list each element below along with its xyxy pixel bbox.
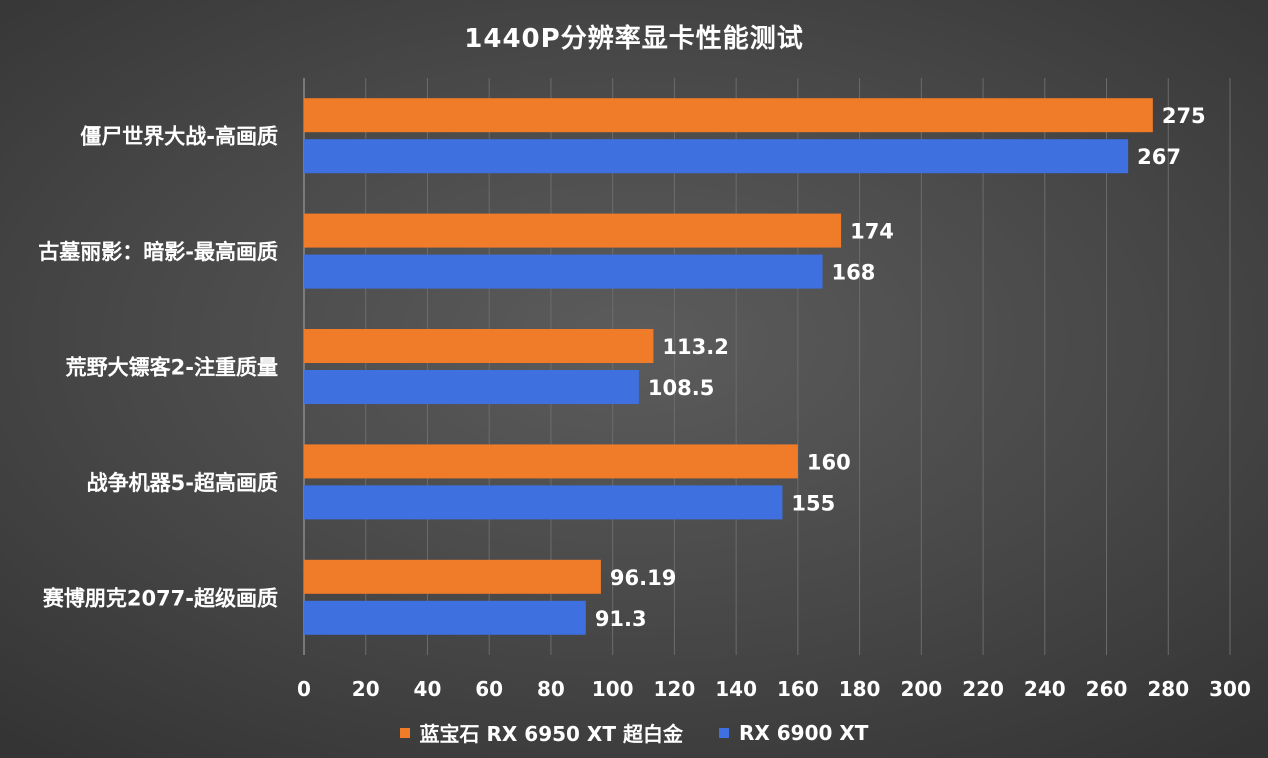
x-tick-label: 160 bbox=[777, 677, 819, 701]
data-label: 267 bbox=[1137, 145, 1181, 169]
category-label: 古墓丽影：暗影-最高画质 bbox=[38, 240, 278, 264]
x-tick-label: 260 bbox=[1086, 677, 1128, 701]
bar-blue bbox=[304, 370, 639, 404]
bar-blue bbox=[304, 254, 823, 289]
legend-label: RX 6900 XT bbox=[738, 720, 869, 745]
bar-orange bbox=[304, 444, 798, 479]
data-label: 168 bbox=[832, 261, 876, 285]
x-tick-label: 180 bbox=[839, 677, 881, 701]
bar-orange bbox=[304, 98, 1153, 133]
legend-item-series-1: 蓝宝石 RX 6950 XT 超白金 bbox=[399, 718, 683, 747]
x-tick-label: 60 bbox=[475, 677, 503, 701]
bar-orange bbox=[304, 329, 654, 363]
data-label: 155 bbox=[791, 491, 835, 515]
data-label: 160 bbox=[807, 450, 851, 474]
data-label: 174 bbox=[850, 220, 894, 244]
bar-blue bbox=[304, 139, 1129, 174]
legend-swatch-orange bbox=[399, 727, 410, 738]
data-label: 108.5 bbox=[648, 376, 714, 400]
data-label: 113.2 bbox=[662, 335, 728, 359]
bar-blue bbox=[304, 600, 586, 635]
legend-swatch-blue bbox=[718, 727, 729, 738]
bar-blue bbox=[304, 485, 783, 520]
x-tick-label: 100 bbox=[592, 677, 634, 701]
legend-item-series-2: RX 6900 XT bbox=[718, 718, 869, 747]
data-label: 96.19 bbox=[610, 566, 676, 590]
x-tick-label: 280 bbox=[1147, 677, 1189, 701]
x-tick-label: 300 bbox=[1209, 677, 1251, 701]
x-tick-label: 80 bbox=[537, 677, 565, 701]
x-tick-label: 0 bbox=[297, 677, 311, 701]
x-tick-label: 200 bbox=[900, 677, 942, 701]
category-label: 僵尸世界大战-高画质 bbox=[80, 125, 278, 149]
data-label: 275 bbox=[1162, 104, 1206, 128]
x-tick-label: 240 bbox=[1024, 677, 1066, 701]
category-label: 战争机器5-超高画质 bbox=[87, 471, 278, 495]
x-tick-label: 120 bbox=[654, 677, 696, 701]
x-tick-label: 140 bbox=[715, 677, 757, 701]
x-tick-label: 20 bbox=[352, 677, 380, 701]
x-tick-label: 220 bbox=[962, 677, 1004, 701]
legend-label: 蓝宝石 RX 6950 XT 超白金 bbox=[419, 722, 683, 746]
category-label: 荒野大镖客2-注重质量 bbox=[66, 356, 278, 380]
x-tick-label: 40 bbox=[414, 677, 442, 701]
chart-title: 1440P分辨率显卡性能测试 bbox=[464, 24, 804, 54]
legend: 蓝宝石 RX 6950 XT 超白金 RX 6900 XT bbox=[0, 718, 1268, 747]
bar-orange bbox=[304, 213, 842, 248]
category-label: 赛博朋克2077-超级画质 bbox=[42, 586, 278, 610]
data-label: 91.3 bbox=[595, 607, 647, 631]
bar-orange bbox=[304, 559, 601, 594]
